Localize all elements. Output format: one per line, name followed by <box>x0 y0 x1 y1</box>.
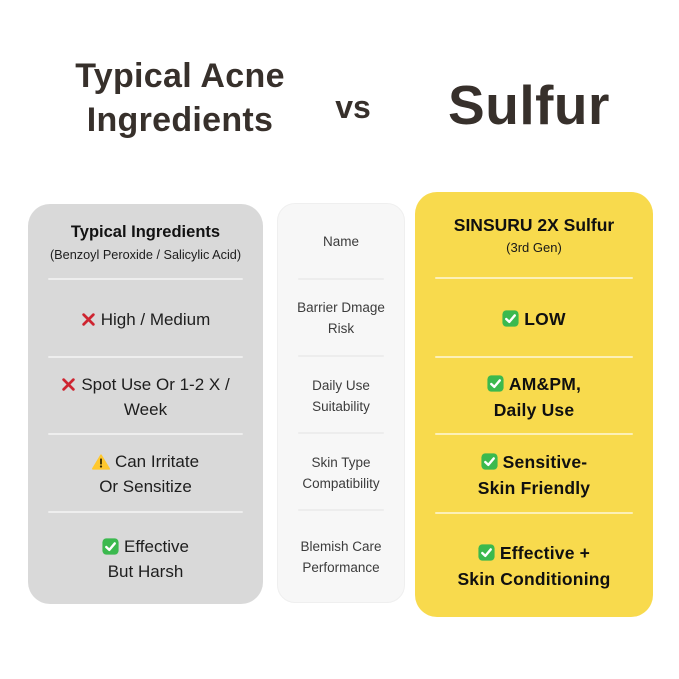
typical-row-text-line2: Or Sensitize <box>99 477 192 496</box>
sulfur-row-text-line2: Skin Friendly <box>477 477 591 498</box>
attribute-text-line2: Risk <box>327 321 355 337</box>
red-x-icon <box>61 377 76 392</box>
typical-row-text: Spot Use Or 1-2 X / <box>81 374 230 394</box>
attribute-blemish-care-performance: Blemish Care Performance <box>278 511 404 602</box>
sulfur-row-blemish-care: Effective + Skin Conditioning <box>415 514 653 617</box>
sulfur-row-barrier-damage: LOW <box>415 279 653 358</box>
warning-icon <box>91 453 110 470</box>
attribute-daily-use-suitability: Daily Use Suitability <box>278 357 404 434</box>
typical-row-text: High / Medium <box>100 309 211 329</box>
attribute-text: Name <box>322 234 359 250</box>
check-icon <box>478 544 495 561</box>
sulfur-card-subtitle: (3rd Gen) <box>506 240 562 255</box>
attribute-name: Name <box>278 204 404 280</box>
attribute-text: Skin Type <box>311 454 371 470</box>
check-icon <box>481 453 498 470</box>
attribute-text: Daily Use <box>312 377 370 393</box>
attribute-card: Name Barrier Dmage Risk Daily Use Suitab… <box>277 203 405 603</box>
sulfur-row-text-line2: Skin Conditioning <box>457 568 611 589</box>
sulfur-row-text-line2: Daily Use <box>493 399 575 420</box>
typical-row-blemish-care: Effective But Harsh <box>28 513 263 604</box>
title-left: Typical Acne Ingredients <box>28 54 332 142</box>
attribute-text-line2: Compatibility <box>302 475 380 491</box>
typical-row-daily-use: Spot Use Or 1-2 X / Week <box>28 358 263 435</box>
typical-row-text: Can Irritate <box>114 452 200 471</box>
title-left-line2: Ingredients <box>86 101 274 139</box>
attribute-text: Blemish Care <box>300 538 382 554</box>
title-left-line1: Typical Acne <box>75 57 285 95</box>
attribute-barrier-damage-risk: Barrier Dmage Risk <box>278 280 404 358</box>
sulfur-row-text: AM&PM, <box>508 373 582 394</box>
typical-row-text-line2: But Harsh <box>107 561 184 581</box>
typical-card-subtitle: (Benzoyl Peroxide / Salicylic Acid) <box>49 247 242 262</box>
sulfur-row-text: Sensitive- <box>502 451 588 472</box>
typical-card-header: Typical Ingredients (Benzoyl Peroxide / … <box>28 204 263 280</box>
sulfur-row-text: LOW <box>524 308 566 329</box>
check-icon <box>487 375 504 392</box>
typical-row-skin-type: Can Irritate Or Sensitize <box>28 435 263 513</box>
attribute-text-line2: Suitability <box>312 398 370 414</box>
sulfur-card-title: SINSURU 2X Sulfur <box>453 215 615 235</box>
sulfur-card-header: SINSURU 2X Sulfur (3rd Gen) <box>415 192 653 279</box>
red-x-icon <box>81 312 96 327</box>
attribute-skin-type-compatibility: Skin Type Compatibility <box>278 434 404 512</box>
check-icon <box>102 537 119 555</box>
typical-card-title: Typical Ingredients <box>70 222 221 241</box>
title-vs: vs <box>335 89 371 125</box>
sulfur-row-skin-type: Sensitive- Skin Friendly <box>415 435 653 514</box>
typical-row-barrier-damage: High / Medium <box>28 280 263 358</box>
sinsuru-sulfur-card: SINSURU 2X Sulfur (3rd Gen) LOW AM&PM, D… <box>415 192 653 617</box>
attribute-text-line2: Performance <box>302 559 380 575</box>
sulfur-row-text: Effective + <box>499 542 591 563</box>
typical-row-text-line2: Week <box>123 399 168 419</box>
sulfur-row-daily-use: AM&PM, Daily Use <box>415 358 653 435</box>
check-icon <box>502 310 519 327</box>
typical-row-text: Effective <box>124 536 189 556</box>
attribute-text: Barrier Dmage <box>297 300 385 316</box>
typical-ingredients-card: Typical Ingredients (Benzoyl Peroxide / … <box>28 204 263 604</box>
title-right: Sulfur <box>448 74 610 136</box>
